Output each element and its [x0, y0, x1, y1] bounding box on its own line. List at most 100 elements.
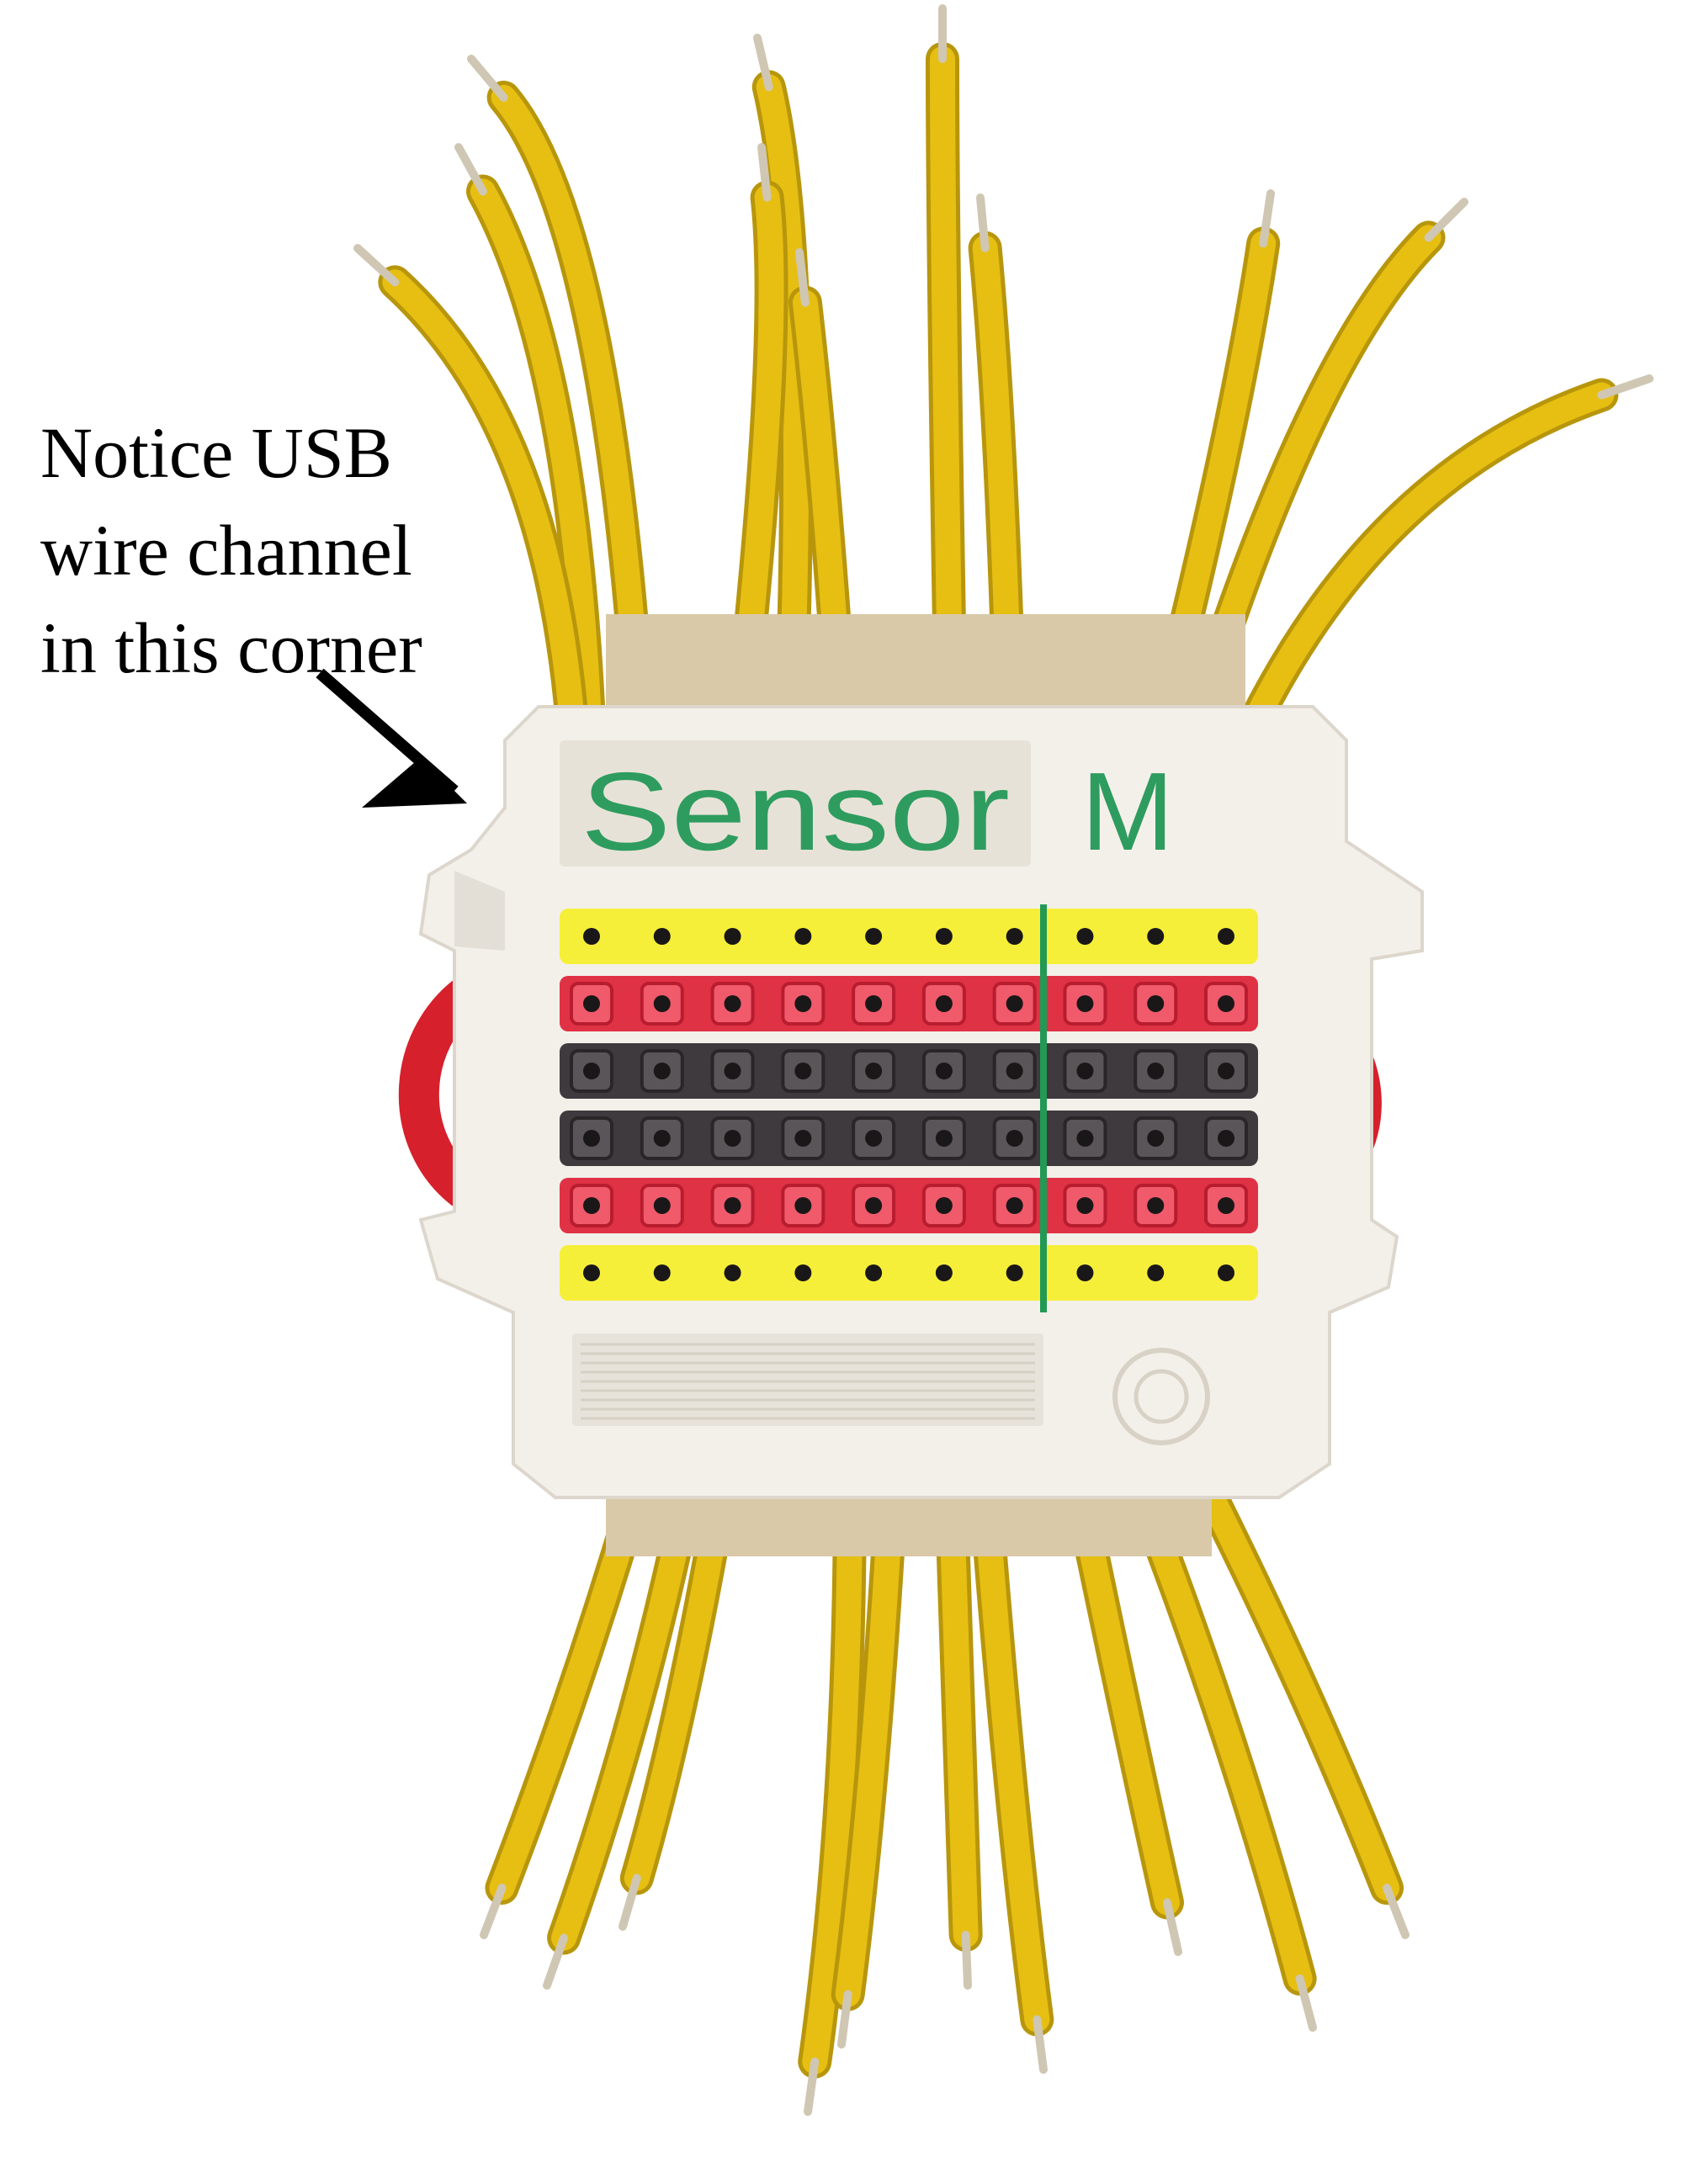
bottom-wire-5	[938, 1468, 979, 1948]
hole-3-5	[935, 1130, 953, 1147]
module-label: Sensor	[581, 750, 1010, 873]
hole-3-4	[865, 1130, 883, 1147]
hole-1-7	[1076, 995, 1094, 1012]
top-wire-9	[1241, 382, 1615, 736]
hole-2-5	[935, 1063, 953, 1079]
hole-5-5	[935, 1264, 953, 1281]
bottom-wire-6	[972, 1468, 1050, 2033]
hole-1-3	[794, 995, 812, 1012]
hole-2-2	[724, 1063, 741, 1079]
hole-0-9	[1218, 928, 1234, 945]
annotation-caption: Notice USB wire channel in this corner	[40, 404, 512, 697]
perfboard	[560, 904, 1258, 1312]
label-window	[560, 740, 1031, 867]
hole-0-6	[1006, 928, 1023, 945]
bottom-wire-tip-3	[804, 2057, 820, 2116]
hole-0-8	[1147, 928, 1165, 945]
bottom-wire-4	[835, 1468, 905, 2007]
bottom-wire-tip-2	[619, 1874, 641, 1931]
hole-1-0	[583, 995, 600, 1012]
hole-0-1	[653, 928, 671, 945]
hole-5-0	[583, 1264, 600, 1281]
hole-0-7	[1076, 928, 1094, 945]
bottom-wire-tip-9	[1383, 1884, 1410, 1939]
hole-0-4	[865, 928, 883, 945]
top-wire-tip-3	[753, 34, 773, 92]
hole-4-6	[1006, 1197, 1023, 1214]
arrow-head	[362, 757, 467, 808]
hole-4-3	[794, 1197, 812, 1214]
hole-3-6	[1006, 1130, 1023, 1147]
hole-3-8	[1147, 1130, 1165, 1147]
hole-5-1	[653, 1264, 671, 1281]
top-wire-tip-8	[1424, 198, 1468, 242]
hole-4-0	[583, 1197, 600, 1214]
hole-0-0	[583, 928, 600, 945]
grille-lines	[581, 1343, 1035, 1420]
hole-2-8	[1147, 1063, 1165, 1079]
hole-1-1	[653, 995, 671, 1012]
hole-1-9	[1218, 995, 1234, 1012]
embossed-logo-inner	[1134, 1369, 1189, 1424]
hole-2-6	[1006, 1063, 1023, 1079]
hole-5-7	[1076, 1264, 1094, 1281]
top-wire-tip-9	[1597, 374, 1654, 400]
hole-0-5	[935, 928, 953, 945]
top-wire-tip-10	[795, 248, 810, 307]
hole-1-4	[865, 995, 883, 1012]
bottom-wire-tip-7	[1162, 1898, 1182, 1956]
hole-4-1	[653, 1197, 671, 1214]
hole-5-8	[1147, 1264, 1165, 1281]
top-header-strip	[606, 614, 1245, 715]
hole-2-9	[1218, 1063, 1234, 1079]
board-row-5	[560, 1245, 1258, 1301]
usb-wire-channel	[454, 871, 505, 951]
hole-3-3	[794, 1130, 812, 1147]
hole-3-9	[1218, 1130, 1234, 1147]
top-wire-tip-7	[1259, 189, 1275, 248]
hole-3-1	[653, 1130, 671, 1147]
top-wire-tip-1	[454, 143, 487, 196]
hole-1-6	[1006, 995, 1023, 1012]
hole-1-2	[724, 995, 741, 1012]
hole-5-3	[794, 1264, 812, 1281]
caption-line-1: Notice USB	[40, 412, 393, 493]
top-wire-5	[930, 46, 964, 736]
bottom-wire-3	[802, 1468, 863, 2075]
hole-5-2	[724, 1264, 741, 1281]
hole-5-6	[1006, 1264, 1023, 1281]
caption-line-3: in this corner	[40, 607, 422, 688]
top-wire-tip-0	[467, 55, 508, 102]
hole-2-0	[583, 1063, 600, 1079]
annotation-arrow	[316, 668, 467, 808]
embossed-logo	[1112, 1348, 1210, 1445]
hole-4-5	[935, 1197, 953, 1214]
top-wire-1	[470, 178, 602, 736]
hole-2-7	[1076, 1063, 1094, 1079]
bottom-wire-tip-8	[1295, 1974, 1317, 2032]
hole-4-9	[1218, 1197, 1234, 1214]
wire-bundle-back	[353, 4, 1654, 2116]
hole-4-4	[865, 1197, 883, 1214]
caption-line-2: wire channel	[40, 510, 412, 591]
hole-2-1	[653, 1063, 671, 1079]
module-letter: M	[1081, 750, 1174, 873]
bottom-wire-9	[1191, 1468, 1400, 1901]
hole-0-3	[794, 928, 812, 945]
hole-1-8	[1147, 995, 1165, 1012]
top-wire-tip-2	[353, 244, 400, 287]
hole-4-7	[1076, 1197, 1094, 1214]
hole-4-8	[1147, 1197, 1165, 1214]
hole-5-9	[1218, 1264, 1234, 1281]
sensor-module: Sensor M	[398, 705, 1424, 1499]
top-wire-tip-4	[757, 143, 772, 202]
bottom-wire-tip-0	[480, 1883, 507, 1939]
hole-2-4	[865, 1063, 883, 1079]
top-wire-tip-6	[976, 193, 990, 252]
hole-4-2	[724, 1197, 741, 1214]
hole-2-3	[794, 1063, 812, 1079]
hole-1-5	[935, 995, 953, 1012]
hole-3-0	[583, 1130, 600, 1147]
bottom-wire-tip-1	[543, 1933, 569, 1990]
